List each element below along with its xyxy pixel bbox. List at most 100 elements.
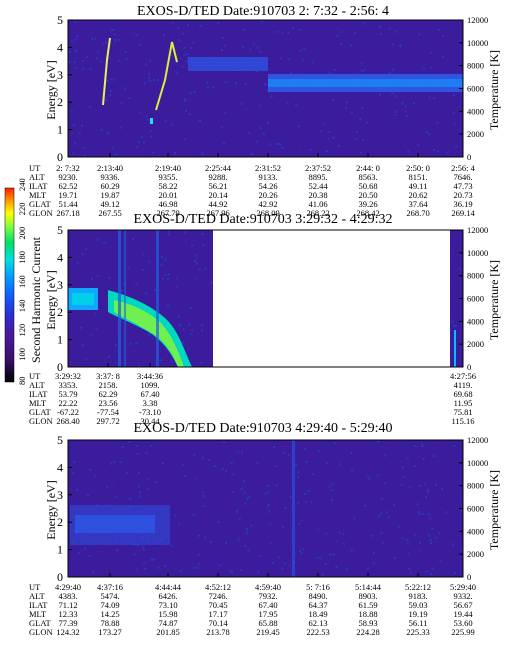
heatmap-cell xyxy=(439,557,442,560)
heatmap-cell xyxy=(160,457,163,460)
heatmap-cell xyxy=(193,454,196,457)
heatmap-cell xyxy=(106,80,109,83)
heatmap-cell xyxy=(305,149,308,152)
heatmap-cell xyxy=(218,551,221,554)
heatmap-cell xyxy=(86,56,89,59)
heatmap-cell xyxy=(276,490,279,493)
heatmap-cell xyxy=(230,462,233,465)
orbit-value: 42.92 xyxy=(258,199,277,209)
heatmap-cell xyxy=(413,533,416,536)
heatmap-cell xyxy=(361,112,364,115)
heatmap-cell xyxy=(206,440,209,443)
colorbar-tick-label: 100 xyxy=(17,348,27,361)
heatmap-cell xyxy=(435,58,438,61)
heatmap-cell xyxy=(75,489,78,492)
heatmap-cell xyxy=(150,231,153,234)
heatmap-cell xyxy=(91,37,94,40)
heatmap-cell xyxy=(305,461,308,464)
heatmap-cell xyxy=(106,485,109,488)
heatmap-cell xyxy=(178,303,181,306)
heatmap-cell xyxy=(419,549,422,552)
heatmap-cell xyxy=(318,450,321,453)
heatmap-cell xyxy=(118,39,121,42)
heatmap-cell xyxy=(213,28,216,31)
heatmap-cell xyxy=(379,32,382,35)
heatmap-cell xyxy=(198,563,201,566)
heatmap-cell xyxy=(205,514,208,517)
heatmap-cell xyxy=(210,281,213,284)
heatmap-cell xyxy=(191,311,194,314)
heatmap-cell xyxy=(267,491,270,494)
heatmap-cell xyxy=(384,148,387,151)
heatmap-cell xyxy=(232,461,235,464)
orbit-value: 47.73 xyxy=(453,181,472,191)
orbit-row-label: GLAT xyxy=(29,618,52,628)
y2tick-label: 10000 xyxy=(467,38,488,48)
heatmap-cell xyxy=(430,57,433,60)
heatmap-cell xyxy=(183,474,186,477)
ytick-label: 1 xyxy=(57,333,63,347)
heatmap-cell xyxy=(309,27,312,30)
heatmap-cell xyxy=(166,278,169,281)
heatmap-cell xyxy=(70,344,73,347)
heatmap-cell xyxy=(366,533,369,536)
heatmap-cell xyxy=(246,497,249,500)
heatmap-cell xyxy=(110,319,113,322)
heatmap-cell xyxy=(184,138,187,141)
heatmap-cell xyxy=(74,357,77,360)
heatmap-cell xyxy=(80,124,83,127)
heatmap-cell xyxy=(421,443,424,446)
heatmap-cell xyxy=(284,506,287,509)
heatmap-cell xyxy=(418,112,421,115)
orbit-value: 52.44 xyxy=(308,181,328,191)
heatmap-cell xyxy=(267,504,270,507)
orbit-value: 62.29 xyxy=(98,389,117,399)
heatmap-cell xyxy=(174,152,177,155)
heatmap-cell xyxy=(192,41,195,44)
heatmap-cell xyxy=(399,44,402,47)
orbit-value: -73.10 xyxy=(139,407,161,417)
heatmap-cell xyxy=(435,483,438,486)
heatmap-cell xyxy=(291,46,294,49)
heatmap-cell xyxy=(133,284,136,287)
orbit-row-label: UT xyxy=(29,163,41,173)
heatmap-cell xyxy=(70,361,73,364)
heatmap-cell xyxy=(419,484,422,487)
heatmap-cell xyxy=(189,92,192,95)
heatmap-cell xyxy=(438,531,441,534)
heatmap-cell xyxy=(361,69,364,72)
heatmap-cell xyxy=(164,565,167,567)
heatmap-cell xyxy=(326,461,329,464)
y2tick-label: 4000 xyxy=(467,106,484,116)
heatmap-cell xyxy=(109,90,112,93)
heatmap-cell xyxy=(236,512,239,515)
heatmap-cell xyxy=(183,46,186,49)
orbit-value: 3.38 xyxy=(143,398,158,408)
heatmap-cell xyxy=(107,94,110,97)
orbit-value: 297.72 xyxy=(96,416,119,426)
orbit-value: 64.37 xyxy=(308,600,327,610)
y2tick-label: 10000 xyxy=(467,458,488,468)
heatmap-cell xyxy=(380,532,383,535)
heatmap-cell xyxy=(191,244,194,247)
heatmap-cell xyxy=(277,117,280,120)
heatmap-cell xyxy=(250,152,253,155)
heatmap-cell xyxy=(291,26,294,29)
heatmap-cell xyxy=(423,67,426,70)
heatmap-cell xyxy=(74,30,77,33)
heatmap-cell xyxy=(232,490,235,493)
orbit-row-label: ILAT xyxy=(29,600,48,610)
heatmap-cell xyxy=(150,135,153,138)
heatmap-cell xyxy=(393,557,396,560)
heatmap-cell xyxy=(385,523,388,526)
heatmap-cell xyxy=(227,544,230,547)
heatmap-cell xyxy=(116,109,119,112)
heatmap-cell xyxy=(94,37,97,40)
orbit-value: 8151. xyxy=(408,172,427,182)
heatmap-cell xyxy=(455,234,458,237)
heatmap-cell xyxy=(129,563,132,566)
heatmap-cell xyxy=(141,269,144,272)
heatmap-cell xyxy=(333,50,336,53)
heatmap-cell xyxy=(178,479,181,482)
heatmap-cell xyxy=(134,350,137,353)
